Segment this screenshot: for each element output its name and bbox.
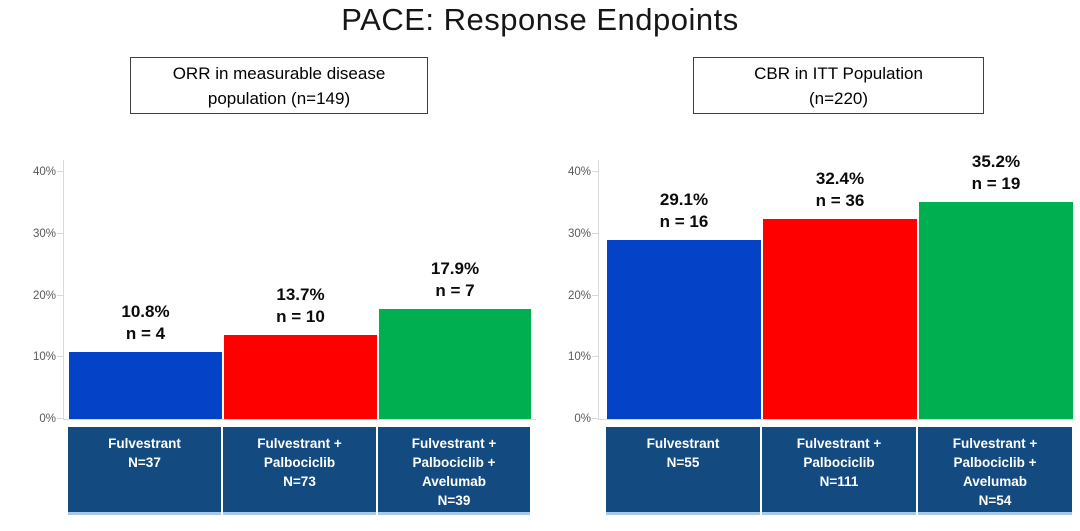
orr-category-box-fulvestrant: Fulvestrant N=37 [68, 427, 221, 512]
cbr-tick-mark-40 [592, 171, 599, 172]
orr-value-label-fulvestrant-palbociclib: 13.7% n = 10 [276, 285, 325, 326]
orr-chart-header-box: ORR in measurable disease population (n=… [130, 57, 428, 114]
orr-tick-mark-20 [57, 295, 64, 296]
cbr-tick-mark-10 [592, 356, 599, 357]
cbr-value-label-fulvestrant-palbociclib: 32.4% n = 36 [815, 169, 865, 210]
cbr-tick-mark-0 [592, 418, 599, 419]
cbr-category-box-fulvestrant-palbociclib-avelumab: Fulvestrant + Palbociclib + Avelumab N=5… [918, 427, 1072, 512]
cbr-y-tick-10: 10% [567, 351, 591, 363]
orr-bar-fulvestrant-palbociclib [224, 335, 377, 419]
orr-value-label-fulvestrant-palbociclib-avelumab: 17.9% n = 7 [430, 259, 480, 300]
orr-bar-fulvestrant-palbociclib-avelumab [379, 309, 531, 419]
orr-y-tick-30: 30% [32, 228, 56, 240]
cbr-y-tick-20: 20% [567, 290, 591, 302]
orr-category-box-fulvestrant-palbociclib-avelumab: Fulvestrant + Palbociclib + Avelumab N=3… [378, 427, 530, 512]
orr-plot-area: 0% 10% 20% 30% 40% 10.8% n = 4 13.7% n =… [33, 160, 536, 425]
orr-tick-mark-0 [57, 418, 64, 419]
cbr-tick-mark-30 [592, 233, 599, 234]
orr-tick-mark-30 [57, 233, 64, 234]
orr-y-tick-40: 40% [32, 166, 56, 178]
orr-value-label-fulvestrant: 10.8% n = 4 [121, 302, 170, 343]
cbr-y-tick-40: 40% [567, 166, 591, 178]
cbr-category-box-fulvestrant: Fulvestrant N=55 [606, 427, 760, 512]
cbr-chart-header-box: CBR in ITT Population (n=220) [693, 57, 984, 114]
cbr-y-tick-30: 30% [567, 228, 591, 240]
orr-tick-mark-10 [57, 356, 64, 357]
orr-y-tick-10: 10% [32, 351, 56, 363]
page-title: PACE: Response Endpoints [341, 2, 739, 37]
cbr-value-label-fulvestrant: 29.1% n = 16 [659, 190, 709, 231]
cbr-bar-fulvestrant-palbociclib-avelumab [919, 202, 1073, 419]
cbr-tick-mark-20 [592, 295, 599, 296]
cbr-bar-fulvestrant-palbociclib [763, 219, 917, 419]
cbr-plot-area: 0% 10% 20% 30% 40% 29.1% n = 16 32.4% n … [568, 152, 1076, 425]
orr-category-box-fulvestrant-palbociclib: Fulvestrant + Palbociclib N=73 [223, 427, 376, 512]
cbr-value-label-fulvestrant-palbociclib-avelumab: 35.2% n = 19 [971, 152, 1021, 193]
orr-tick-mark-40 [57, 171, 64, 172]
cbr-y-tick-0: 0% [574, 413, 591, 425]
cbr-bar-fulvestrant [607, 240, 761, 419]
orr-y-tick-0: 0% [39, 413, 56, 425]
orr-bar-fulvestrant [69, 352, 222, 419]
orr-y-tick-20: 20% [32, 290, 56, 302]
cbr-category-box-fulvestrant-palbociclib: Fulvestrant + Palbociclib N=111 [762, 427, 916, 512]
